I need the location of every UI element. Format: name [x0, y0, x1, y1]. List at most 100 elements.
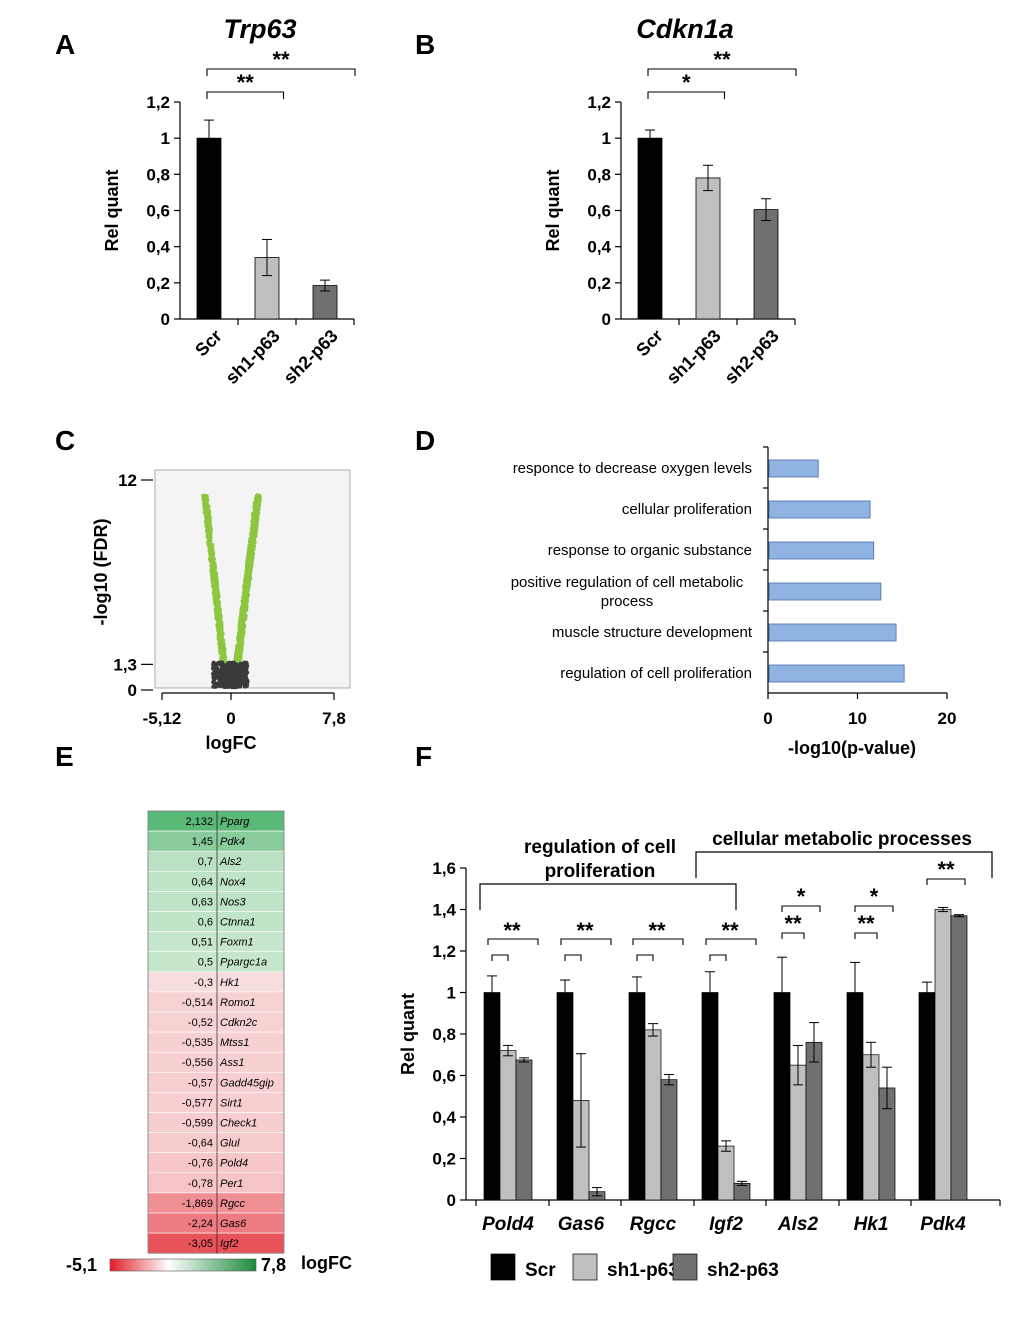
significance-bracket — [206, 91, 285, 99]
significance-bracket — [705, 938, 757, 945]
y-tick-label: 1,2 — [587, 93, 611, 112]
volcano-point — [256, 493, 262, 498]
volcano-point — [231, 670, 236, 676]
x-axis-label: -log10(p-value) — [788, 738, 916, 758]
heatmap-value: -0,556 — [182, 1057, 213, 1069]
heatmap-cell — [147, 891, 285, 912]
heatmap-value: 0,63 — [192, 896, 213, 908]
category-label: Igf2 — [709, 1214, 743, 1235]
y-tick-label: 0,4 — [146, 238, 170, 257]
heatmap-gene: Rgcc — [220, 1198, 246, 1210]
volcano-point — [211, 680, 216, 685]
heatmap-gene: Pparg — [220, 816, 250, 828]
significance-label: ** — [648, 918, 666, 943]
volcano-point — [222, 683, 227, 689]
volcano-point — [246, 561, 251, 567]
significance-label: ** — [272, 47, 290, 72]
heatmap-value: -0,599 — [182, 1118, 213, 1130]
bar-chart-B: Cdkn1a 0 0,2 0,4 0,6 0,8 1 1,2 Rel quant Scrsh1-p… — [543, 14, 797, 388]
heatmap-value: 0,7 — [198, 856, 213, 868]
category-label: Pdk4 — [920, 1214, 966, 1235]
volcano-point — [232, 676, 237, 682]
volcano-point — [242, 604, 247, 610]
volcano-point — [202, 498, 208, 504]
heatmap-value: 2,132 — [185, 816, 213, 828]
significance-bracket — [560, 938, 612, 945]
group-bracket-metabolic — [695, 851, 993, 878]
group-label: proliferation — [545, 861, 656, 882]
heatmap-gene: Als2 — [219, 856, 241, 868]
y-tick-label: 0,4 — [587, 238, 611, 257]
heatmap-gene: Per1 — [220, 1178, 243, 1190]
bar-sh1-p63 — [862, 1054, 880, 1201]
bar-chart-A: Trp63 0 0,2 0,4 0,6 0,8 1 1,2 Rel quant Scrsh1-p6… — [102, 14, 356, 388]
heatmap-cell — [147, 991, 285, 1013]
volcano-point — [242, 613, 248, 619]
group-label: regulation of cell — [524, 837, 676, 858]
volcano-point — [251, 531, 256, 536]
volcano-point — [210, 671, 216, 676]
panel-letter-C: C — [55, 425, 75, 456]
y-tick-label: 0,6 — [587, 202, 611, 221]
heatmap-cell — [147, 1232, 285, 1254]
volcano-point — [212, 592, 217, 598]
volcano-point — [211, 684, 216, 689]
heatmap-cell — [147, 1112, 285, 1133]
heatmap-gene: Hk1 — [220, 977, 240, 989]
significance-bracket — [709, 954, 727, 961]
y-tick-label: 0 — [128, 681, 137, 700]
volcano-point — [234, 684, 240, 689]
heatmap-gene: Nos3 — [220, 896, 247, 908]
y-tick-label: 1,2 — [432, 942, 456, 961]
volcano-point — [215, 590, 220, 595]
heatmap-gene: Sirt1 — [220, 1097, 243, 1109]
heatmap-cell — [147, 1011, 285, 1033]
significance-bracket — [636, 954, 654, 961]
significance-bracket — [632, 938, 684, 945]
volcano-point — [213, 575, 218, 580]
volcano-points — [201, 493, 262, 690]
y-tick-label: 1,6 — [432, 859, 456, 878]
volcano-point — [252, 520, 258, 526]
panel-letter-F: F — [415, 741, 432, 772]
volcano-point — [240, 625, 246, 630]
volcano-point — [229, 684, 235, 690]
volcano-point — [212, 582, 218, 588]
volcano-point — [223, 677, 229, 683]
heatmap-gene: Ppargc1a — [220, 957, 267, 969]
significance-label: ** — [721, 918, 739, 943]
volcano-point — [213, 601, 218, 606]
volcano-point — [207, 526, 213, 532]
go-term-label: responce to decrease oxygen levels — [513, 460, 752, 477]
significance-label: ** — [857, 911, 875, 936]
heatmap-gene: Pdk4 — [220, 836, 245, 848]
significance-bracket — [781, 905, 821, 912]
bar-Scr — [483, 992, 501, 1201]
heatmap: 2,132 Pparg 1,45 Pdk4 0,7 Als2 0,64 Nox4 0,63 Nos… — [66, 810, 352, 1275]
significance-label: ** — [503, 918, 521, 943]
volcano-point — [246, 575, 252, 581]
heatmap-value: -0,78 — [188, 1178, 213, 1190]
bar-Scr — [556, 992, 574, 1201]
volcano-point — [216, 625, 221, 631]
heatmap-cell — [147, 1132, 285, 1153]
heatmap-cell — [147, 870, 285, 892]
category-label: sh1-p63 — [222, 326, 284, 388]
significance-bracket — [206, 68, 356, 76]
y-tick-label: 0 — [161, 310, 170, 329]
significance-bracket — [781, 932, 805, 939]
volcano-point — [244, 588, 250, 593]
heatmap-value: 0,6 — [198, 917, 213, 929]
volcano-point — [216, 608, 222, 614]
panel-letter-B: B — [415, 29, 435, 60]
category-label: sh2-p63 — [280, 326, 342, 388]
volcano-point — [235, 656, 240, 661]
significance-label: * — [870, 884, 879, 909]
volcano-point — [210, 552, 215, 558]
volcano-point — [250, 546, 255, 551]
volcano-point — [217, 672, 222, 677]
y-tick-label: 1,4 — [432, 901, 456, 920]
heatmap-value: -0,76 — [188, 1158, 213, 1170]
x-tick-label: -5,12 — [143, 709, 182, 728]
